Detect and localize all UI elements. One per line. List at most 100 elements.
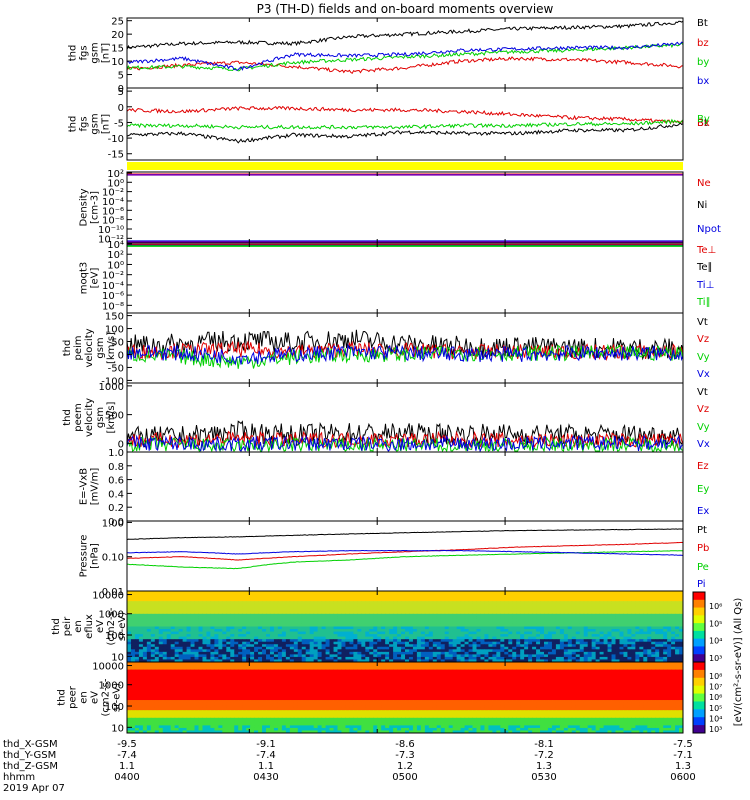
spectrogram-cell bbox=[440, 649, 446, 653]
spectrogram-cell bbox=[547, 636, 553, 640]
spectrogram-cell bbox=[484, 613, 489, 617]
spectrogram-cell bbox=[551, 616, 557, 620]
spectrogram-cell bbox=[138, 646, 144, 650]
spectrogram-cell bbox=[130, 601, 136, 605]
spectrogram-cell bbox=[484, 639, 489, 643]
spectrogram-cell bbox=[222, 662, 227, 666]
spectrogram-cell bbox=[627, 636, 632, 640]
spectrogram-cell bbox=[500, 606, 505, 610]
spectrogram-cell bbox=[639, 672, 644, 676]
spectrogram-cell bbox=[341, 651, 346, 655]
spectrogram-cell bbox=[325, 618, 331, 622]
spectrogram-cell bbox=[504, 621, 509, 625]
spectrogram-cell bbox=[222, 669, 227, 673]
spectrogram-cell bbox=[440, 669, 446, 673]
spectrogram-cell bbox=[627, 641, 632, 645]
spectrogram-cell bbox=[222, 613, 227, 617]
spectrogram-cell bbox=[575, 634, 581, 638]
spectrogram-cell bbox=[663, 629, 668, 633]
spectrogram-cell bbox=[305, 608, 311, 612]
spectrogram-cell bbox=[460, 591, 466, 595]
spectrogram-cell bbox=[329, 664, 335, 668]
spectrogram-cell bbox=[524, 601, 529, 605]
spectrogram-cell bbox=[349, 616, 354, 620]
spectrogram-cell bbox=[480, 606, 485, 610]
spectrogram-cell bbox=[675, 629, 680, 633]
spectrogram-cell bbox=[679, 598, 684, 602]
spectrogram-cell bbox=[238, 659, 243, 663]
y-axis-label-line: thd bbox=[68, 116, 79, 133]
spectrogram-cell bbox=[369, 659, 374, 663]
spectrogram-cell bbox=[146, 649, 152, 653]
spectrogram-cell bbox=[297, 667, 303, 671]
spectrogram-cell bbox=[369, 616, 374, 620]
spectrogram-cell bbox=[341, 603, 346, 607]
spectrogram-cell bbox=[484, 626, 489, 630]
spectrogram-cell bbox=[412, 613, 418, 617]
spectrogram-cell bbox=[611, 634, 616, 638]
spectrogram-cell bbox=[599, 621, 605, 625]
spectrogram-cell bbox=[254, 613, 259, 617]
spectrogram-cell bbox=[567, 669, 573, 673]
spectrogram-cell bbox=[480, 656, 485, 660]
spectrogram-cell bbox=[158, 623, 164, 627]
spectrogram-cell bbox=[130, 631, 136, 635]
spectrogram-cell bbox=[631, 603, 636, 607]
spectrogram-cell bbox=[226, 626, 231, 630]
spectrogram-cell bbox=[365, 616, 370, 620]
spectrogram-cell bbox=[158, 608, 164, 612]
spectrogram-cell bbox=[246, 611, 251, 615]
spectrogram-cell bbox=[448, 646, 454, 650]
spectrogram-cell bbox=[424, 651, 430, 655]
spectrogram-cell bbox=[480, 621, 485, 625]
spectrogram-cell bbox=[170, 664, 176, 668]
spectrogram-cell bbox=[563, 603, 569, 607]
spectrogram-cell bbox=[246, 636, 251, 640]
spectrogram-cell bbox=[631, 662, 636, 666]
spectrogram-cell bbox=[317, 641, 323, 645]
spectrogram-cell bbox=[647, 646, 652, 650]
spectrogram-cell bbox=[472, 672, 477, 676]
spectrogram-cell bbox=[587, 611, 593, 615]
spectrogram-cell bbox=[305, 646, 311, 650]
spectrogram-cell bbox=[345, 611, 350, 615]
spectrogram-cell bbox=[456, 613, 462, 617]
spectrogram-cell bbox=[559, 621, 565, 625]
spectrogram-cell bbox=[635, 651, 640, 655]
spectrogram-cell bbox=[234, 644, 239, 648]
spectrogram-cell bbox=[587, 639, 593, 643]
spectrogram-cell bbox=[365, 667, 370, 671]
spectrogram-cell bbox=[127, 613, 132, 617]
spectrogram-cell bbox=[444, 603, 450, 607]
spectrogram-cell bbox=[293, 611, 299, 615]
spectrogram-cell bbox=[273, 641, 279, 645]
spectrogram-cell bbox=[647, 672, 652, 676]
spectrogram-cell bbox=[659, 593, 664, 597]
spectrogram-cell bbox=[285, 644, 291, 648]
spectrogram-cell bbox=[472, 606, 477, 610]
spectrogram-cell bbox=[679, 649, 684, 653]
spectrogram-cell bbox=[238, 654, 243, 658]
spectrogram-cell bbox=[424, 618, 430, 622]
spectrogram-cell bbox=[567, 606, 573, 610]
spectrogram-cell bbox=[365, 611, 370, 615]
spectrogram-cell bbox=[583, 649, 589, 653]
spectrogram-cell bbox=[671, 644, 676, 648]
spectrogram-cell bbox=[130, 634, 136, 638]
spectrogram-cell bbox=[532, 654, 537, 658]
spectrogram-cell bbox=[623, 596, 628, 600]
spectrogram-cell bbox=[250, 608, 255, 612]
spectrogram-cell bbox=[230, 646, 235, 650]
spectrogram-cell bbox=[619, 613, 624, 617]
spectrogram-cell bbox=[655, 608, 660, 612]
spectrogram-cell bbox=[484, 593, 489, 597]
spectrogram-cell bbox=[567, 649, 573, 653]
spectrogram-cell bbox=[647, 656, 652, 660]
spectrogram-cell bbox=[393, 656, 398, 660]
spectrogram-cell bbox=[226, 629, 231, 633]
spectrogram-cell bbox=[575, 672, 581, 676]
spectrogram-cell bbox=[544, 667, 549, 671]
spectrogram-cell bbox=[305, 636, 311, 640]
spectrogram-cell bbox=[325, 626, 331, 630]
spectrogram-cell bbox=[420, 672, 426, 676]
